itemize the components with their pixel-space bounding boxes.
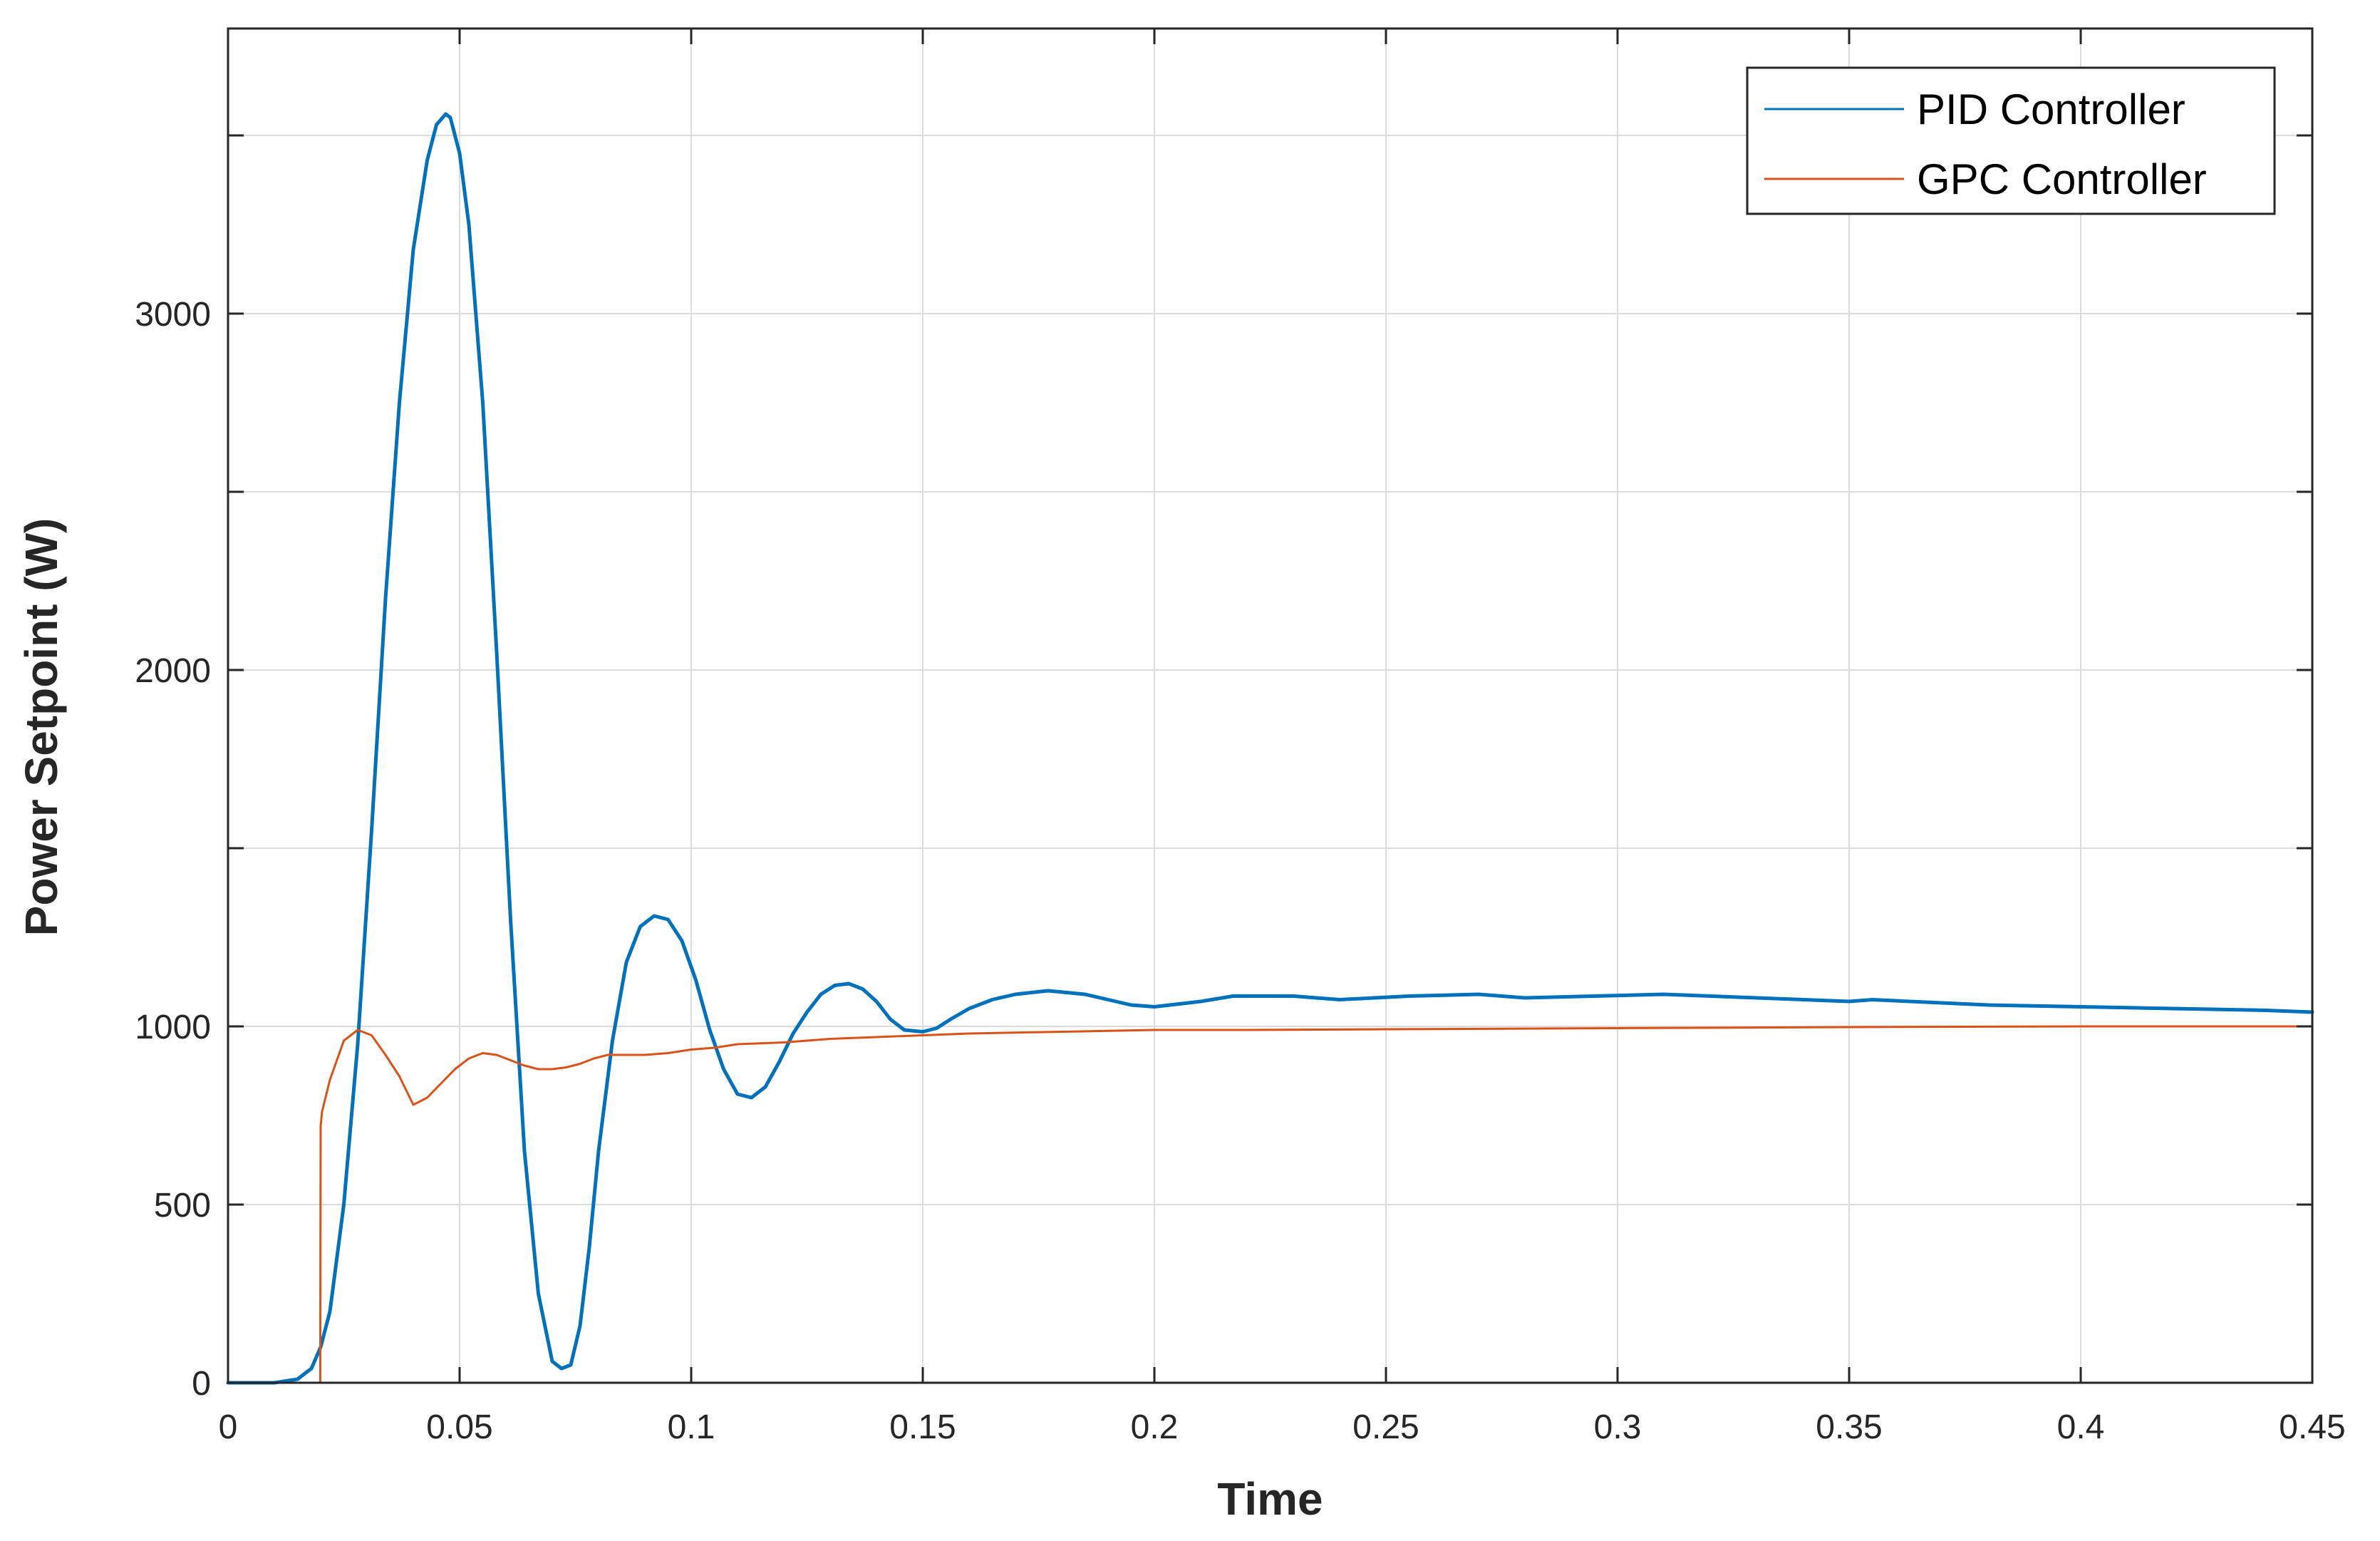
tick-labels: 0 0.05 0.1 0.15 0.2 0.25 0.3 0.35 0.4 0.45 0 500 100… [135, 296, 2345, 1446]
x-tick-label: 0.05 [426, 1408, 492, 1446]
plot-area [228, 29, 2312, 1383]
legend-label: GPC Controller [1917, 155, 2207, 203]
x-tick-label: 0.3 [1594, 1408, 1642, 1446]
x-tick-label: 0.1 [668, 1408, 715, 1446]
y-tick-label: 1000 [135, 1009, 211, 1046]
x-tick-label: 0.4 [2057, 1408, 2105, 1446]
series-line-pid [226, 112, 2314, 1385]
plot-frame [227, 27, 2314, 1384]
x-tick-label: 0.25 [1352, 1408, 1419, 1446]
series-line-gpc [227, 1025, 2314, 1384]
y-tick-label: 3000 [135, 296, 211, 334]
x-tick-label: 0.2 [1131, 1408, 1179, 1446]
x-tick-label: 0.45 [2279, 1408, 2345, 1446]
y-axis-label: Power Setpoint (W) [16, 518, 67, 937]
x-tick-label: 0.35 [1816, 1408, 1882, 1446]
tick-marks [227, 29, 2314, 1384]
legend-label: PID Controller [1917, 86, 2185, 133]
x-tick-label: 0 [219, 1408, 238, 1446]
y-tick-label: 0 [192, 1365, 211, 1403]
y-tick-label: 2000 [135, 652, 211, 690]
x-axis-label: Time [1217, 1473, 1323, 1525]
y-tick-label: 500 [154, 1187, 211, 1225]
x-tick-label: 0.15 [889, 1408, 956, 1446]
series-layer [226, 112, 2314, 1385]
legend-box [1746, 66, 2276, 215]
legend: PID Controller GPC Controller [1746, 66, 2276, 215]
